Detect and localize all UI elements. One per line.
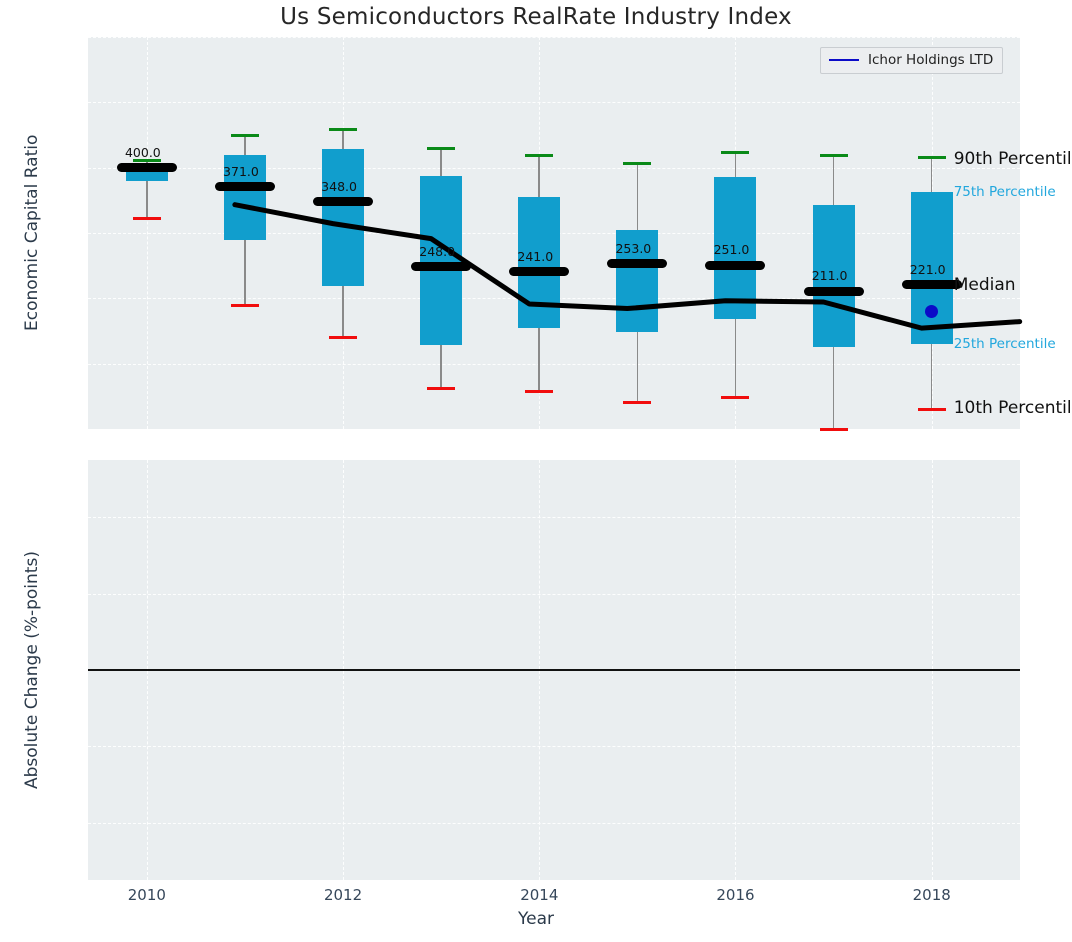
interquartile-box [910, 192, 953, 345]
percentile-90-cap [819, 153, 848, 157]
percentile-90-cap [329, 127, 358, 131]
percentile-10-cap [329, 335, 358, 339]
gridline-horizontal [88, 593, 1020, 595]
percentile-10-cap [132, 216, 161, 220]
annotation-75th-percentile: 75th Percentile [953, 184, 1056, 201]
gridline-horizontal [88, 102, 1020, 104]
percentile-90-cap [721, 151, 750, 155]
interquartile-box [714, 177, 757, 320]
interquartile-box [322, 149, 365, 286]
percentile-90-cap [623, 161, 652, 165]
median-value-label: 371.0 [223, 163, 259, 179]
percentile-90-cap [427, 146, 456, 150]
gridline-horizontal [88, 746, 1020, 748]
gridline-horizontal [88, 517, 1020, 519]
legend-swatch-icon [829, 58, 859, 62]
zero-reference-line [88, 669, 1020, 671]
median-value-label: 248.0 [419, 243, 456, 259]
percentile-10-cap [525, 390, 554, 394]
median-marker [116, 163, 177, 173]
median-value-label: 211.0 [811, 268, 848, 284]
percentile-10-cap [819, 428, 848, 432]
percentile-90-cap [132, 159, 161, 163]
median-value-label: 221.0 [909, 261, 946, 277]
percentile-10-cap [917, 408, 946, 412]
median-marker [411, 262, 472, 272]
median-value-label: 400.0 [124, 144, 161, 160]
percentile-10-cap [623, 400, 652, 404]
gridline-horizontal [88, 363, 1020, 365]
median-value-label: 251.0 [713, 242, 750, 257]
y-axis-label-lower: Absolute Change (%-points) [22, 551, 42, 789]
percentile-90-cap [525, 153, 554, 157]
y-axis-label-upper: Economic Capital Ratio [22, 134, 42, 331]
x-axis-tick: 2016 [716, 886, 755, 904]
gridline-horizontal [88, 167, 1020, 169]
x-axis-tick: 2012 [323, 886, 363, 904]
company-marker [925, 304, 939, 318]
percentile-10-cap [721, 395, 750, 399]
gridline-horizontal [88, 37, 1020, 38]
median-value-label: 253.0 [615, 240, 652, 256]
legend: Ichor Holdings LTD [820, 47, 1004, 74]
median-marker [803, 286, 864, 296]
percentile-90-cap [917, 155, 946, 159]
interquartile-box [616, 229, 659, 333]
median-trend-line [232, 202, 1023, 331]
annotation-10th-percentile: 10th Percentile [953, 398, 1072, 419]
legend-label: Ichor Holdings LTD [868, 52, 994, 68]
percentile-90-cap [230, 134, 259, 138]
x-axis-tick: 2014 [520, 886, 559, 904]
annotation-25th-percentile: 25th Percentile [953, 336, 1056, 353]
interquartile-box [223, 155, 266, 240]
gridline-horizontal [88, 429, 1020, 430]
gridline-vertical [146, 37, 148, 429]
chart-title: Us Semiconductors RealRate Industry Inde… [280, 4, 792, 30]
whisker-line [146, 159, 148, 217]
median-marker [901, 280, 962, 290]
median-marker [313, 197, 374, 207]
median-marker [607, 259, 668, 269]
median-marker [214, 182, 275, 192]
percentile-10-cap [427, 386, 456, 390]
x-axis-tick: 2018 [912, 886, 951, 904]
upper-plot-area: 400.0 371.0 348.0 248.0 241.0 253.0 251.0 211.0… [88, 37, 1072, 432]
interquartile-box [420, 175, 463, 346]
interquartile-box [812, 204, 855, 347]
annotation-90th-percentile: 90th Percentile [953, 149, 1072, 170]
annotation-median: Median [953, 274, 1016, 295]
median-value-label: 241.0 [517, 248, 554, 264]
median-marker [509, 267, 570, 277]
percentile-10-cap [230, 303, 259, 307]
median-value-label: 348.0 [321, 178, 357, 194]
median-marker [705, 260, 766, 270]
x-axis-tick: 2010 [127, 886, 166, 904]
gridline-horizontal [88, 822, 1020, 824]
x-axis-label: Year [518, 909, 554, 929]
